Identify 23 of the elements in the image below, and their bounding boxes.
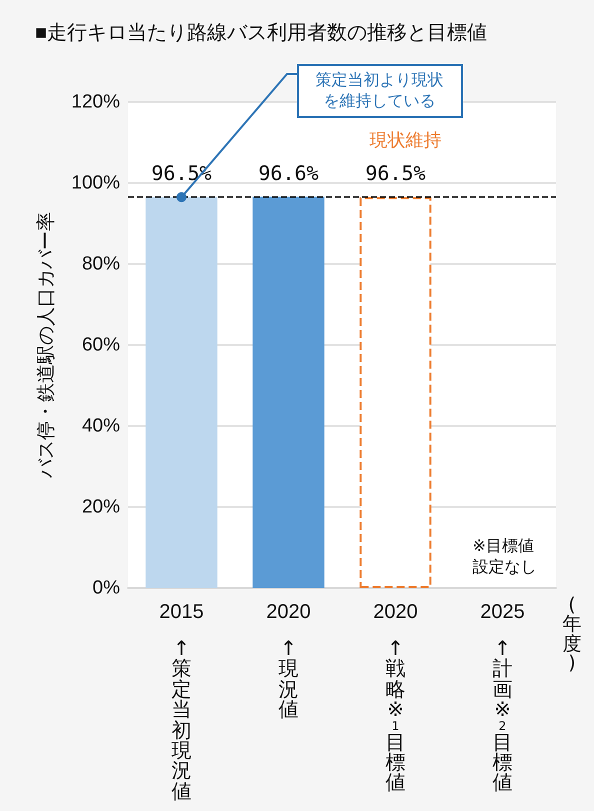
annotation: 現状維持 (370, 129, 442, 152)
data-label: 96.5% (365, 161, 426, 186)
x-tick-label: 2015 (159, 601, 204, 623)
text: ↑現況値 (278, 636, 300, 722)
y-tick-label: 60% (82, 334, 120, 356)
text: (年度) (562, 594, 582, 674)
text: ↑計画※2目標値 (492, 636, 514, 794)
y-tick-label: 20% (82, 496, 120, 518)
y-tick-label: 120% (71, 92, 120, 112)
x-tick-label: 2020 (373, 601, 418, 623)
data-label: 96.6% (258, 160, 319, 185)
y-axis-title: バス停・鉄道駅の人口カバー率 (35, 212, 57, 479)
annotation: ※目標値設定なし (472, 536, 538, 578)
text: ↑戦略※1目標値 (384, 636, 406, 794)
chart-title: ■走行キロ当たり路線バス利用者数の推移と目標値 (35, 22, 488, 44)
annotation: 策定当初より現状を維持している (296, 64, 462, 118)
text: ↑策定当初現況値 (170, 636, 192, 803)
y-tick-label: 100% (71, 172, 120, 194)
y-tick-label: 40% (82, 416, 120, 436)
x-tick-label: 2020 (266, 601, 311, 623)
y-tick-label: 0% (92, 578, 120, 598)
y-tick-label: 80% (82, 254, 120, 274)
x-tick-label: 2025 (480, 601, 525, 623)
